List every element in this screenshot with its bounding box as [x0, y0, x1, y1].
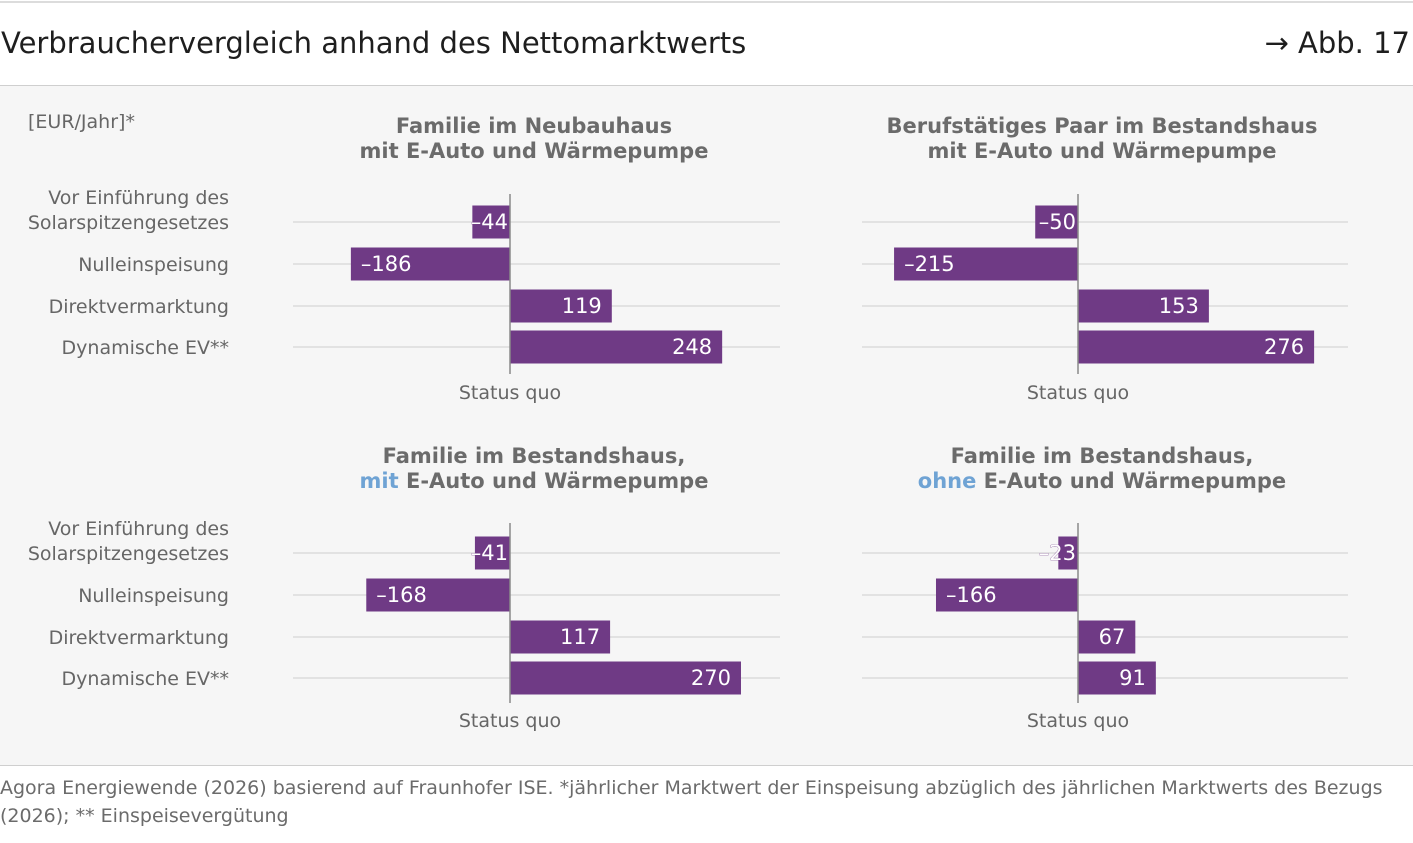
chart-title-highlight: mit [360, 469, 399, 493]
baseline-label: Status quo [1027, 710, 1129, 732]
chart-title-segment: Berufstätiges Paar im Bestandshaus [887, 114, 1318, 138]
data-label: 117 [560, 625, 600, 649]
chart-title-line: Familie im Bestandshaus, [951, 444, 1254, 468]
data-label: –23 [1039, 541, 1076, 565]
unit-label: [EUR/Jahr]* [28, 111, 135, 133]
category-label: Direktvermarktung [49, 627, 229, 649]
category-label: Solarspitzengesetzes [28, 543, 229, 565]
category-label: Dynamische EV** [62, 668, 229, 690]
bar [1078, 289, 1209, 323]
bar [1035, 205, 1078, 239]
source-note: Agora Energiewende (2026) basierend auf … [0, 777, 1383, 827]
chart-title-highlight: ohne [918, 469, 977, 493]
bar [510, 330, 723, 364]
data-label: –186 [361, 252, 412, 276]
bar [894, 247, 1078, 281]
category-label: Direktvermarktung [49, 296, 229, 318]
chart-title-segment: Familie im Neubauhaus [396, 114, 672, 138]
data-label: –41 [471, 541, 508, 565]
bar [510, 289, 612, 323]
data-label: –168 [376, 583, 427, 607]
bar [1078, 330, 1315, 364]
data-label: 67 [1099, 625, 1126, 649]
data-label: 153 [1159, 294, 1199, 318]
category-label: Nulleinspeisung [78, 254, 229, 276]
chart-title-line: Familie im Neubauhaus [396, 114, 672, 138]
chart-title-segment: Familie im Bestandshaus, [951, 444, 1254, 468]
chart-title-segment: mit E-Auto und Wärmepumpe [360, 139, 709, 163]
figure-reference-link[interactable]: → Abb. 17 [1264, 26, 1410, 60]
data-label: 119 [562, 294, 602, 318]
bar [1078, 620, 1136, 654]
bar [474, 536, 510, 570]
data-label: –50 [1039, 210, 1076, 234]
chart-panel: [EUR/Jahr]* Familie im Neubauhaus mit E-Au… [0, 85, 1413, 766]
bar [510, 661, 741, 695]
chart-title-line: Berufstätiges Paar im Bestandshaus [887, 114, 1318, 138]
chart-title-line: Familie im Bestandshaus, [383, 444, 686, 468]
chart-title-line: mit E-Auto und Wärmepumpe [928, 139, 1277, 163]
bar [350, 247, 510, 281]
baseline-label: Status quo [1027, 382, 1129, 404]
category-label: Nulleinspeisung [78, 585, 229, 607]
chart-title-segment: E-Auto und Wärmepumpe [399, 469, 709, 493]
bar [1058, 536, 1078, 570]
category-label: Solarspitzengesetzes [28, 212, 229, 234]
baseline-label: Status quo [459, 710, 561, 732]
chart-title-segment: E-Auto und Wärmepumpe [976, 469, 1286, 493]
category-label: Vor Einführung des [48, 518, 229, 540]
data-label: 270 [691, 666, 731, 690]
category-label: Dynamische EV** [62, 337, 229, 359]
chart-title-line: mit E-Auto und Wärmepumpe [360, 139, 709, 163]
chart-group-4: Familie im Bestandshaus,ohne E-Auto und … [862, 444, 1348, 732]
chart-group-3: Familie im Bestandshaus,mit E-Auto und W… [28, 444, 780, 732]
bar [510, 620, 611, 654]
bar [472, 205, 510, 239]
data-label: 276 [1264, 335, 1304, 359]
data-label: –215 [904, 252, 955, 276]
data-label: 91 [1119, 666, 1146, 690]
chart-title-segment: Familie im Bestandshaus, [383, 444, 686, 468]
chart-title-segment: mit E-Auto und Wärmepumpe [928, 139, 1277, 163]
data-label: –166 [946, 583, 997, 607]
category-label: Vor Einführung des [48, 187, 229, 209]
top-rule [0, 1, 1413, 3]
chart-title-line: mit E-Auto und Wärmepumpe [360, 469, 709, 493]
baseline-label: Status quo [459, 382, 561, 404]
chart-title-line: ohne E-Auto und Wärmepumpe [918, 469, 1286, 493]
page-title: Verbrauchervergleich anhand des Nettomar… [1, 26, 747, 60]
bar [366, 578, 510, 612]
bar [1078, 661, 1156, 695]
data-label: 248 [672, 335, 712, 359]
figure-header: Verbrauchervergleich anhand des Nettomar… [0, 3, 1413, 86]
bar [935, 578, 1078, 612]
data-label: –44 [471, 210, 508, 234]
